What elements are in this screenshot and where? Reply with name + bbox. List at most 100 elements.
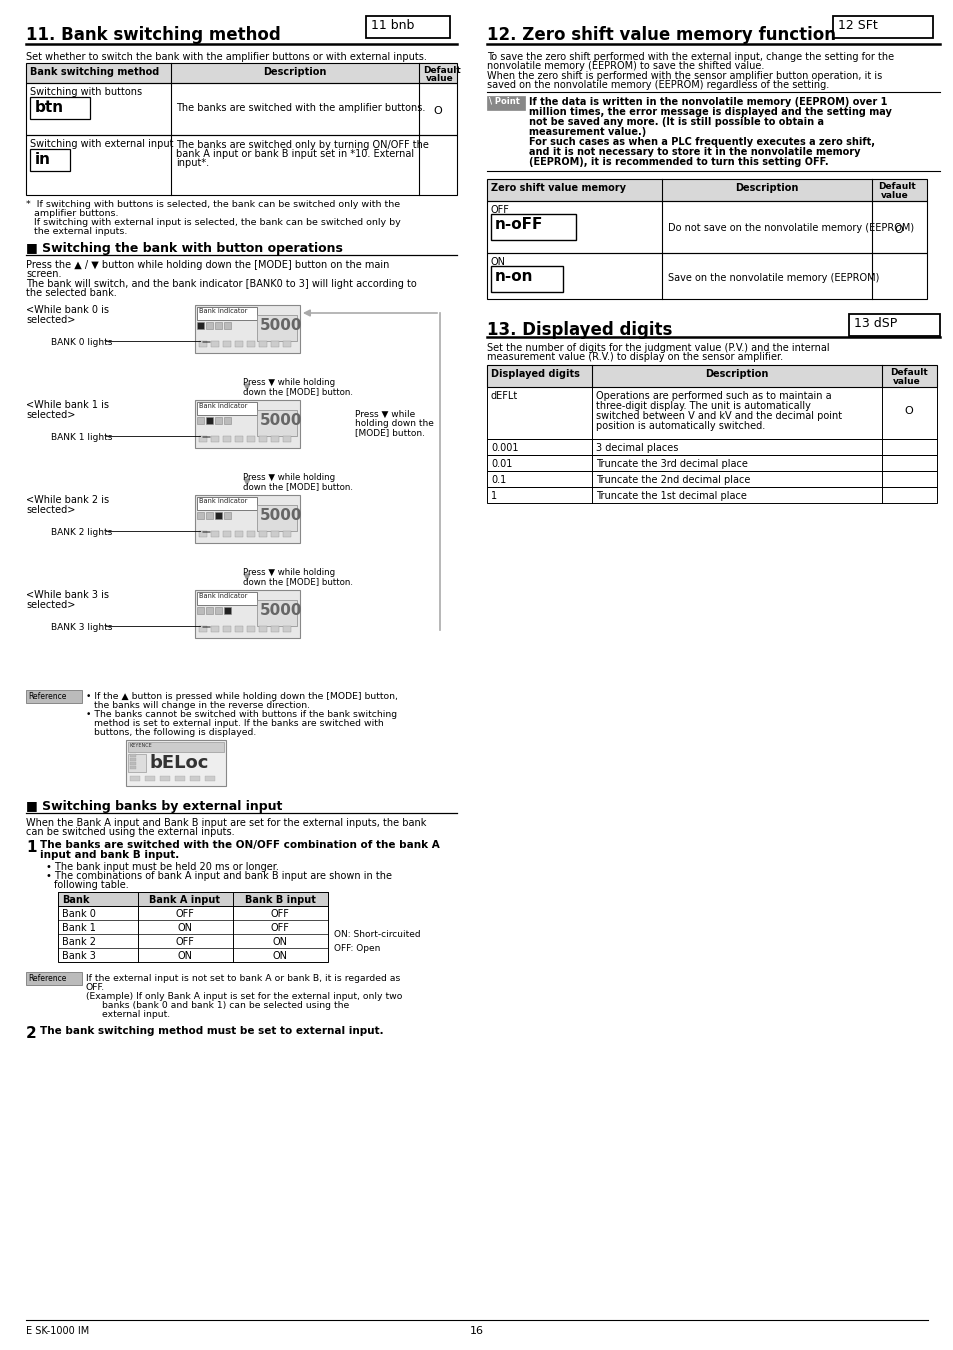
Text: <While bank 1 is: <While bank 1 is	[26, 400, 109, 410]
Text: 0.1: 0.1	[491, 475, 506, 485]
Bar	[160, 776, 170, 782]
Bar	[214, 608, 222, 614]
Bar	[247, 626, 254, 632]
Text: down the [MODE] button.: down the [MODE] button.	[243, 482, 353, 491]
Text: When the zero shift is performed with the sensor amplifier button operation, it : When the zero shift is performed with th…	[486, 72, 882, 81]
Text: OFF: OFF	[175, 909, 194, 919]
Text: Bank: Bank	[62, 895, 90, 905]
Bar	[58, 892, 328, 906]
Text: position is automatically switched.: position is automatically switched.	[596, 421, 764, 431]
Text: nonvolatile memory (EEPROM) to save the shifted value.: nonvolatile memory (EEPROM) to save the …	[486, 61, 763, 72]
Text: 13 dSP: 13 dSP	[853, 317, 897, 329]
Text: ON: Short-circuited: ON: Short-circuited	[334, 930, 420, 940]
Bar	[130, 765, 136, 769]
Bar	[196, 323, 204, 329]
Text: Save on the nonvolatile memory (EEPROM): Save on the nonvolatile memory (EEPROM)	[667, 273, 879, 284]
Text: 2: 2	[26, 1026, 37, 1041]
Bar	[206, 512, 213, 518]
Bar	[130, 761, 136, 765]
Bar	[206, 323, 213, 329]
Bar	[283, 626, 291, 632]
Text: • If the ▲ button is pressed while holding down the [MODE] button,: • If the ▲ button is pressed while holdi…	[86, 693, 397, 701]
Text: ON: ON	[177, 950, 193, 961]
Text: the selected bank.: the selected bank.	[26, 288, 116, 298]
Bar	[205, 776, 214, 782]
Text: [MODE] button.: [MODE] button.	[355, 428, 424, 437]
Text: Bank B input: Bank B input	[244, 895, 315, 905]
Text: ON: ON	[491, 256, 505, 267]
Bar	[145, 776, 154, 782]
Bar	[486, 455, 936, 471]
Bar	[26, 135, 456, 194]
Text: Set the number of digits for the judgment value (P.V.) and the internal: Set the number of digits for the judgmen…	[486, 343, 829, 352]
Bar	[271, 531, 278, 537]
Bar	[223, 436, 231, 441]
Bar	[223, 342, 231, 347]
Text: in: in	[35, 153, 51, 167]
Bar	[211, 342, 219, 347]
Bar	[486, 487, 936, 504]
Text: Do not save on the nonvolatile memory (EEPROM): Do not save on the nonvolatile memory (E…	[667, 223, 913, 234]
Text: n-oFF: n-oFF	[495, 217, 543, 232]
Text: Reference: Reference	[28, 693, 67, 701]
Bar	[271, 342, 278, 347]
Bar	[26, 63, 456, 82]
Bar	[194, 495, 299, 543]
Bar	[848, 315, 939, 336]
Text: selected>: selected>	[26, 599, 75, 610]
Text: *  If switching with buttons is selected, the bank can be switched only with the: * If switching with buttons is selected,…	[26, 200, 399, 209]
Text: Default: Default	[877, 182, 915, 190]
Bar	[214, 323, 222, 329]
Bar	[211, 531, 219, 537]
Bar	[130, 776, 140, 782]
Text: n-on: n-on	[495, 269, 533, 284]
Text: 11. Bank switching method: 11. Bank switching method	[26, 26, 280, 45]
Text: Description: Description	[704, 369, 768, 379]
Text: \ Point: \ Point	[489, 97, 519, 107]
Text: <While bank 0 is: <While bank 0 is	[26, 305, 109, 315]
Text: OFF: OFF	[271, 909, 289, 919]
Text: amplifier buttons.: amplifier buttons.	[34, 209, 118, 217]
Bar	[174, 776, 185, 782]
Bar	[283, 436, 291, 441]
Text: the banks will change in the reverse direction.: the banks will change in the reverse dir…	[94, 701, 310, 710]
Text: O: O	[434, 107, 442, 116]
Text: saved on the nonvolatile memory (EEPROM) regardless of the setting.: saved on the nonvolatile memory (EEPROM)…	[486, 80, 828, 90]
Text: can be switched using the external inputs.: can be switched using the external input…	[26, 828, 234, 837]
Bar	[486, 201, 926, 252]
Bar	[224, 608, 231, 614]
Text: btn: btn	[35, 100, 64, 115]
Text: 1: 1	[26, 840, 36, 855]
Text: O: O	[894, 225, 902, 235]
Text: holding down the: holding down the	[355, 418, 434, 428]
Text: measurement value (R.V.) to display on the sensor amplifier.: measurement value (R.V.) to display on t…	[486, 352, 782, 362]
Text: E SK-1000 IM: E SK-1000 IM	[26, 1326, 90, 1336]
Text: Zero shift value memory: Zero shift value memory	[491, 184, 625, 193]
Bar	[30, 97, 90, 119]
Text: The banks are switched only by turning ON/OFF the: The banks are switched only by turning O…	[175, 140, 429, 150]
Bar	[30, 148, 70, 171]
Bar	[234, 436, 243, 441]
Bar	[126, 740, 226, 786]
Bar	[486, 364, 936, 387]
Bar	[211, 436, 219, 441]
Bar	[256, 599, 296, 626]
Text: KEYENCE: KEYENCE	[130, 743, 152, 748]
Text: input and bank B input.: input and bank B input.	[40, 850, 179, 860]
Text: • The banks cannot be switched with buttons if the bank switching: • The banks cannot be switched with butt…	[86, 710, 396, 720]
Bar	[486, 471, 936, 487]
Text: screen.: screen.	[26, 269, 61, 279]
Text: O: O	[903, 406, 912, 416]
Text: value: value	[892, 377, 920, 386]
Bar	[26, 82, 456, 135]
Bar	[486, 439, 936, 455]
Text: three-digit display. The unit is automatically: three-digit display. The unit is automat…	[596, 401, 810, 410]
Text: Description: Description	[263, 68, 326, 77]
Text: Set whether to switch the bank with the amplifier buttons or with external input: Set whether to switch the bank with the …	[26, 53, 426, 62]
Bar	[128, 755, 146, 772]
Bar	[486, 252, 926, 298]
Text: The bank will switch, and the bank indicator [BANK0 to 3] will light according t: The bank will switch, and the bank indic…	[26, 279, 416, 289]
Text: selected>: selected>	[26, 315, 75, 325]
Text: 12 SFt: 12 SFt	[837, 19, 877, 32]
Text: Truncate the 3rd decimal place: Truncate the 3rd decimal place	[596, 459, 747, 468]
